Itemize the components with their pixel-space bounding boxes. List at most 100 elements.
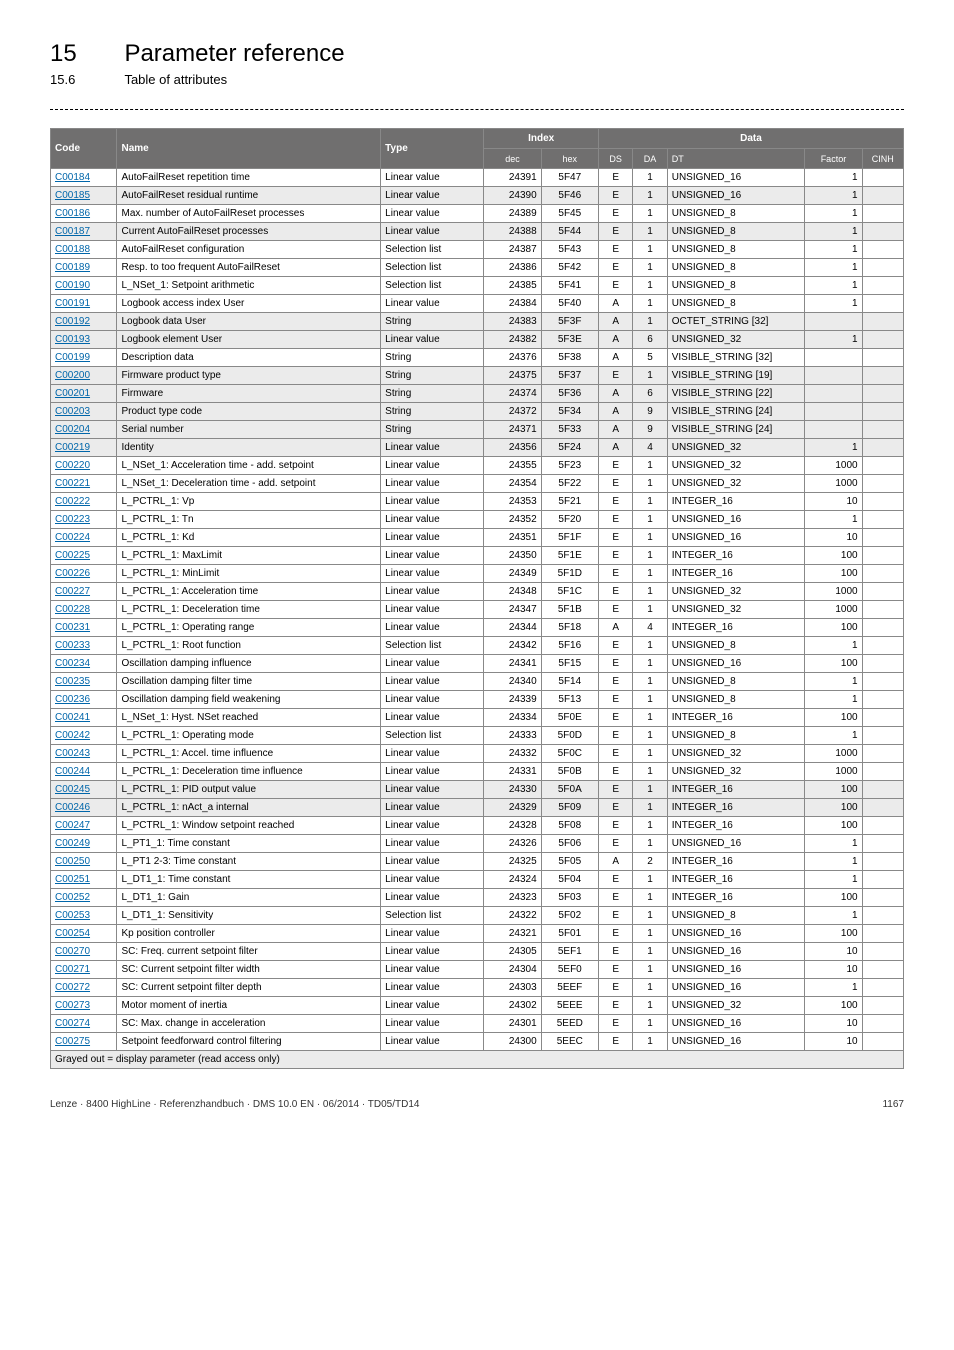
cell-dec: 24339 [484,691,541,709]
cell-code[interactable]: C00192 [51,313,117,331]
cell-code[interactable]: C00244 [51,763,117,781]
cell-dt: INTEGER_16 [667,799,805,817]
cell-code[interactable]: C00220 [51,457,117,475]
cell-hex: 5F15 [541,655,598,673]
cell-factor: 1 [805,331,862,349]
cell-code[interactable]: C00270 [51,943,117,961]
table-row: C00204Serial numberString243715F33A9VISI… [51,421,904,439]
cell-code[interactable]: C00242 [51,727,117,745]
cell-type: Linear value [381,547,484,565]
cell-code[interactable]: C00190 [51,277,117,295]
cell-hex: 5F24 [541,439,598,457]
cell-cinh [862,331,903,349]
cell-hex: 5F46 [541,187,598,205]
cell-code[interactable]: C00252 [51,889,117,907]
cell-name: Product type code [117,403,381,421]
cell-code[interactable]: C00250 [51,853,117,871]
cell-cinh [862,349,903,367]
cell-name: L_NSet_1: Acceleration time - add. setpo… [117,457,381,475]
cell-da: 1 [633,997,667,1015]
cell-dt: OCTET_STRING [32] [667,313,805,331]
cell-ds: A [598,853,632,871]
cell-name: L_PT1_1: Time constant [117,835,381,853]
cell-code[interactable]: C00221 [51,475,117,493]
cell-code[interactable]: C00184 [51,169,117,187]
cell-code[interactable]: C00275 [51,1033,117,1051]
cell-code[interactable]: C00271 [51,961,117,979]
cell-code[interactable]: C00191 [51,295,117,313]
table-footer-row: Grayed out = display parameter (read acc… [51,1051,904,1069]
cell-code[interactable]: C00231 [51,619,117,637]
cell-type: Linear value [381,1033,484,1051]
cell-code[interactable]: C00251 [51,871,117,889]
cell-code[interactable]: C00235 [51,673,117,691]
cell-code[interactable]: C00193 [51,331,117,349]
cell-code[interactable]: C00222 [51,493,117,511]
cell-cinh [862,799,903,817]
cell-code[interactable]: C00254 [51,925,117,943]
cell-ds: E [598,727,632,745]
cell-code[interactable]: C00219 [51,439,117,457]
cell-code[interactable]: C00253 [51,907,117,925]
table-row: C00245L_PCTRL_1: PID output valueLinear … [51,781,904,799]
cell-dec: 24304 [484,961,541,979]
cell-code[interactable]: C00224 [51,529,117,547]
cell-code[interactable]: C00200 [51,367,117,385]
cell-code[interactable]: C00188 [51,241,117,259]
cell-hex: 5F41 [541,277,598,295]
cell-code[interactable]: C00187 [51,223,117,241]
cell-ds: E [598,529,632,547]
cell-cinh [862,277,903,295]
cell-code[interactable]: C00241 [51,709,117,727]
cell-dt: VISIBLE_STRING [22] [667,385,805,403]
cell-type: Linear value [381,475,484,493]
cell-da: 4 [633,439,667,457]
cell-da: 1 [633,169,667,187]
cell-code[interactable]: C00247 [51,817,117,835]
cell-ds: E [598,925,632,943]
cell-name: L_PCTRL_1: Kd [117,529,381,547]
table-row: C00224L_PCTRL_1: KdLinear value243515F1F… [51,529,904,547]
cell-da: 1 [633,925,667,943]
cell-code[interactable]: C00204 [51,421,117,439]
cell-code[interactable]: C00234 [51,655,117,673]
cell-code[interactable]: C00227 [51,583,117,601]
cell-code[interactable]: C00185 [51,187,117,205]
cell-cinh [862,583,903,601]
cell-code[interactable]: C00236 [51,691,117,709]
cell-type: Linear value [381,961,484,979]
cell-da: 5 [633,349,667,367]
cell-code[interactable]: C00249 [51,835,117,853]
cell-name: Firmware [117,385,381,403]
cell-dec: 24324 [484,871,541,889]
cell-dec: 24387 [484,241,541,259]
cell-type: Linear value [381,655,484,673]
cell-factor: 1 [805,907,862,925]
cell-code[interactable]: C00225 [51,547,117,565]
cell-code[interactable]: C00272 [51,979,117,997]
cell-code[interactable]: C00201 [51,385,117,403]
cell-code[interactable]: C00189 [51,259,117,277]
cell-code[interactable]: C00233 [51,637,117,655]
cell-code[interactable]: C00246 [51,799,117,817]
cell-code[interactable]: C00203 [51,403,117,421]
cell-dec: 24388 [484,223,541,241]
cell-code[interactable]: C00274 [51,1015,117,1033]
cell-cinh [862,241,903,259]
cell-code[interactable]: C00228 [51,601,117,619]
cell-ds: A [598,331,632,349]
cell-dt: UNSIGNED_32 [667,457,805,475]
cell-code[interactable]: C00245 [51,781,117,799]
cell-code[interactable]: C00199 [51,349,117,367]
cell-factor: 10 [805,961,862,979]
cell-cinh [862,367,903,385]
cell-code[interactable]: C00223 [51,511,117,529]
cell-dt: UNSIGNED_8 [667,295,805,313]
cell-dec: 24349 [484,565,541,583]
cell-code[interactable]: C00226 [51,565,117,583]
cell-hex: 5F43 [541,241,598,259]
cell-code[interactable]: C00243 [51,745,117,763]
cell-dt: UNSIGNED_32 [667,601,805,619]
cell-code[interactable]: C00186 [51,205,117,223]
cell-code[interactable]: C00273 [51,997,117,1015]
